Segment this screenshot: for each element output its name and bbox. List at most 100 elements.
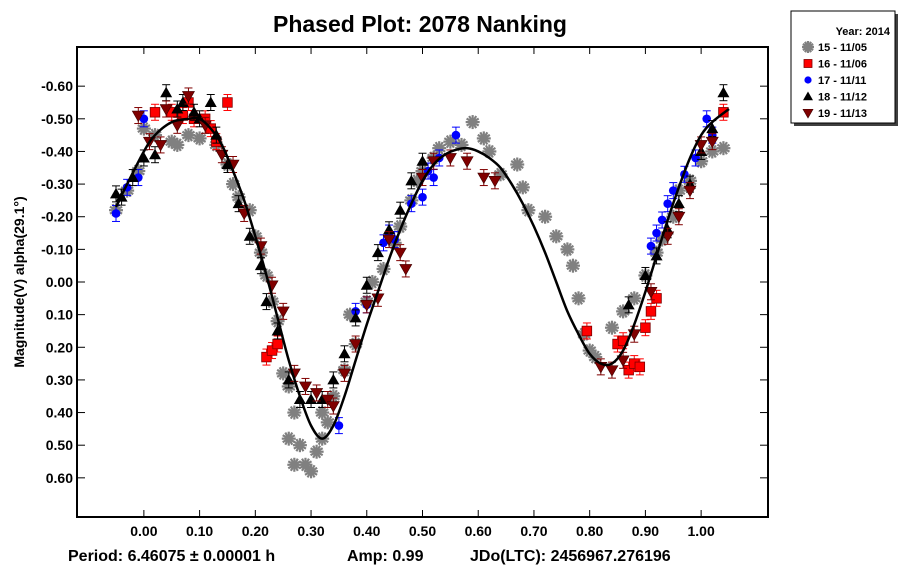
asterisk-marker	[588, 350, 603, 365]
triangle-up-marker	[204, 96, 217, 107]
legend-entry-label: 18 - 11/12	[818, 92, 867, 104]
asterisk-marker	[192, 131, 207, 146]
x-tick-label: 0.20	[242, 523, 269, 539]
y-tick-label: 0.50	[46, 437, 73, 453]
x-tick-label: 0.80	[576, 523, 603, 539]
asterisk-marker	[604, 320, 619, 335]
x-tick-label: 0.60	[465, 523, 492, 539]
triangle-up-marker	[394, 204, 407, 215]
triangle-up-marker	[338, 347, 351, 359]
circle-marker	[657, 215, 667, 225]
asterisk-marker	[476, 131, 491, 146]
triangle-down-marker	[488, 176, 502, 188]
triangle-down-marker	[337, 368, 352, 380]
asterisk-marker	[538, 209, 553, 224]
triangle-down-marker	[360, 300, 374, 312]
asterisk-marker	[287, 405, 302, 420]
circle-marker	[334, 421, 344, 430]
asterisk-marker	[315, 405, 330, 420]
series-19-11-13	[131, 87, 719, 415]
triangle-up-marker	[371, 246, 384, 258]
asterisk-marker	[292, 438, 307, 453]
asterisk-marker	[281, 431, 296, 446]
triangle-up-marker	[416, 155, 429, 166]
circle-marker	[663, 199, 673, 208]
asterisk-marker	[304, 464, 319, 479]
triangle-down-marker	[661, 231, 675, 243]
legend: Year: 2014 15 - 11/05 16 - 11/06 17 - 11/1…	[790, 10, 898, 126]
asterisk-marker	[549, 229, 564, 244]
circle-marker	[418, 192, 427, 202]
circle-marker	[702, 114, 712, 124]
triangle-up-marker	[803, 91, 813, 101]
y-tick-label: 0.10	[46, 307, 73, 323]
legend-entry: 17 - 11/11	[804, 75, 866, 87]
triangle-up-marker	[622, 298, 635, 310]
triangle-down-marker	[802, 108, 814, 119]
triangle-up-marker	[260, 295, 273, 307]
legend-entry: 15 - 11/05	[802, 41, 867, 54]
asterisk-marker	[716, 141, 731, 156]
y-tick-label: 0.30	[46, 372, 73, 388]
legend-entry: 18 - 11/12	[803, 91, 867, 104]
triangle-up-marker	[137, 151, 150, 163]
y-tick-label: -0.40	[41, 143, 73, 159]
circle-marker	[804, 76, 812, 84]
x-tick-label: 0.70	[520, 523, 547, 539]
triangle-down-marker	[460, 156, 474, 168]
series-16-11-06	[149, 93, 729, 379]
asterisk-marker	[465, 115, 480, 130]
triangle-down-marker	[644, 286, 658, 299]
data-points	[109, 84, 731, 479]
square-marker	[222, 97, 233, 108]
triangle-down-marker	[399, 264, 413, 276]
triangle-down-marker	[705, 136, 719, 149]
triangle-down-marker	[393, 247, 407, 260]
triangle-down-marker	[310, 388, 324, 400]
triangle-down-marker	[672, 211, 686, 224]
triangle-up-marker	[405, 174, 418, 186]
triangle-up-marker	[672, 197, 685, 209]
triangle-down-marker	[605, 365, 619, 377]
x-tick-label: 1.00	[688, 523, 715, 539]
circle-marker	[668, 186, 678, 195]
triangle-down-marker	[616, 355, 630, 367]
asterisk-marker	[565, 258, 580, 273]
triangle-down-marker	[443, 153, 457, 165]
asterisk-marker	[181, 128, 196, 143]
circle-marker	[652, 228, 661, 238]
legend-entry-label: 15 - 11/05	[818, 42, 867, 54]
y-tick-label: 0.00	[46, 274, 73, 290]
square-marker	[803, 59, 813, 68]
triangle-up-marker	[188, 106, 201, 117]
square-marker	[623, 364, 634, 376]
square-marker	[266, 345, 278, 356]
square-marker	[149, 107, 161, 118]
x-tick-label: 0.00	[130, 523, 157, 539]
fit-curve	[114, 108, 730, 440]
asterisk-marker	[571, 291, 586, 306]
circle-marker	[451, 130, 461, 140]
legend-entry: 19 - 11/13	[802, 108, 867, 120]
triangle-down-marker	[276, 306, 290, 318]
plot-area: 0.00 0.10 0.20 0.30 0.40 0.50 0.60 0.70 0.80 0.90…	[41, 46, 769, 539]
square-marker	[581, 325, 593, 337]
triangle-down-marker	[326, 401, 340, 413]
jdo-annotation: JDo(LTC): 2456967.276196	[470, 548, 671, 565]
triangle-up-marker	[149, 148, 162, 160]
triangle-up-marker	[639, 269, 652, 280]
triangle-up-marker	[327, 373, 340, 385]
triangle-up-marker	[717, 86, 730, 98]
asterisk-marker	[309, 444, 324, 459]
x-tick-label: 0.50	[409, 523, 436, 539]
square-marker	[261, 351, 272, 363]
triangle-up-marker	[160, 86, 173, 98]
triangle-up-marker	[243, 230, 256, 241]
y-tick-label: 0.20	[46, 339, 73, 355]
y-tick-label: -0.50	[41, 111, 73, 127]
asterisk-marker	[560, 242, 575, 257]
circle-marker	[111, 209, 121, 218]
legend-entry-label: 17 - 11/11	[818, 75, 866, 87]
square-marker	[651, 293, 662, 304]
